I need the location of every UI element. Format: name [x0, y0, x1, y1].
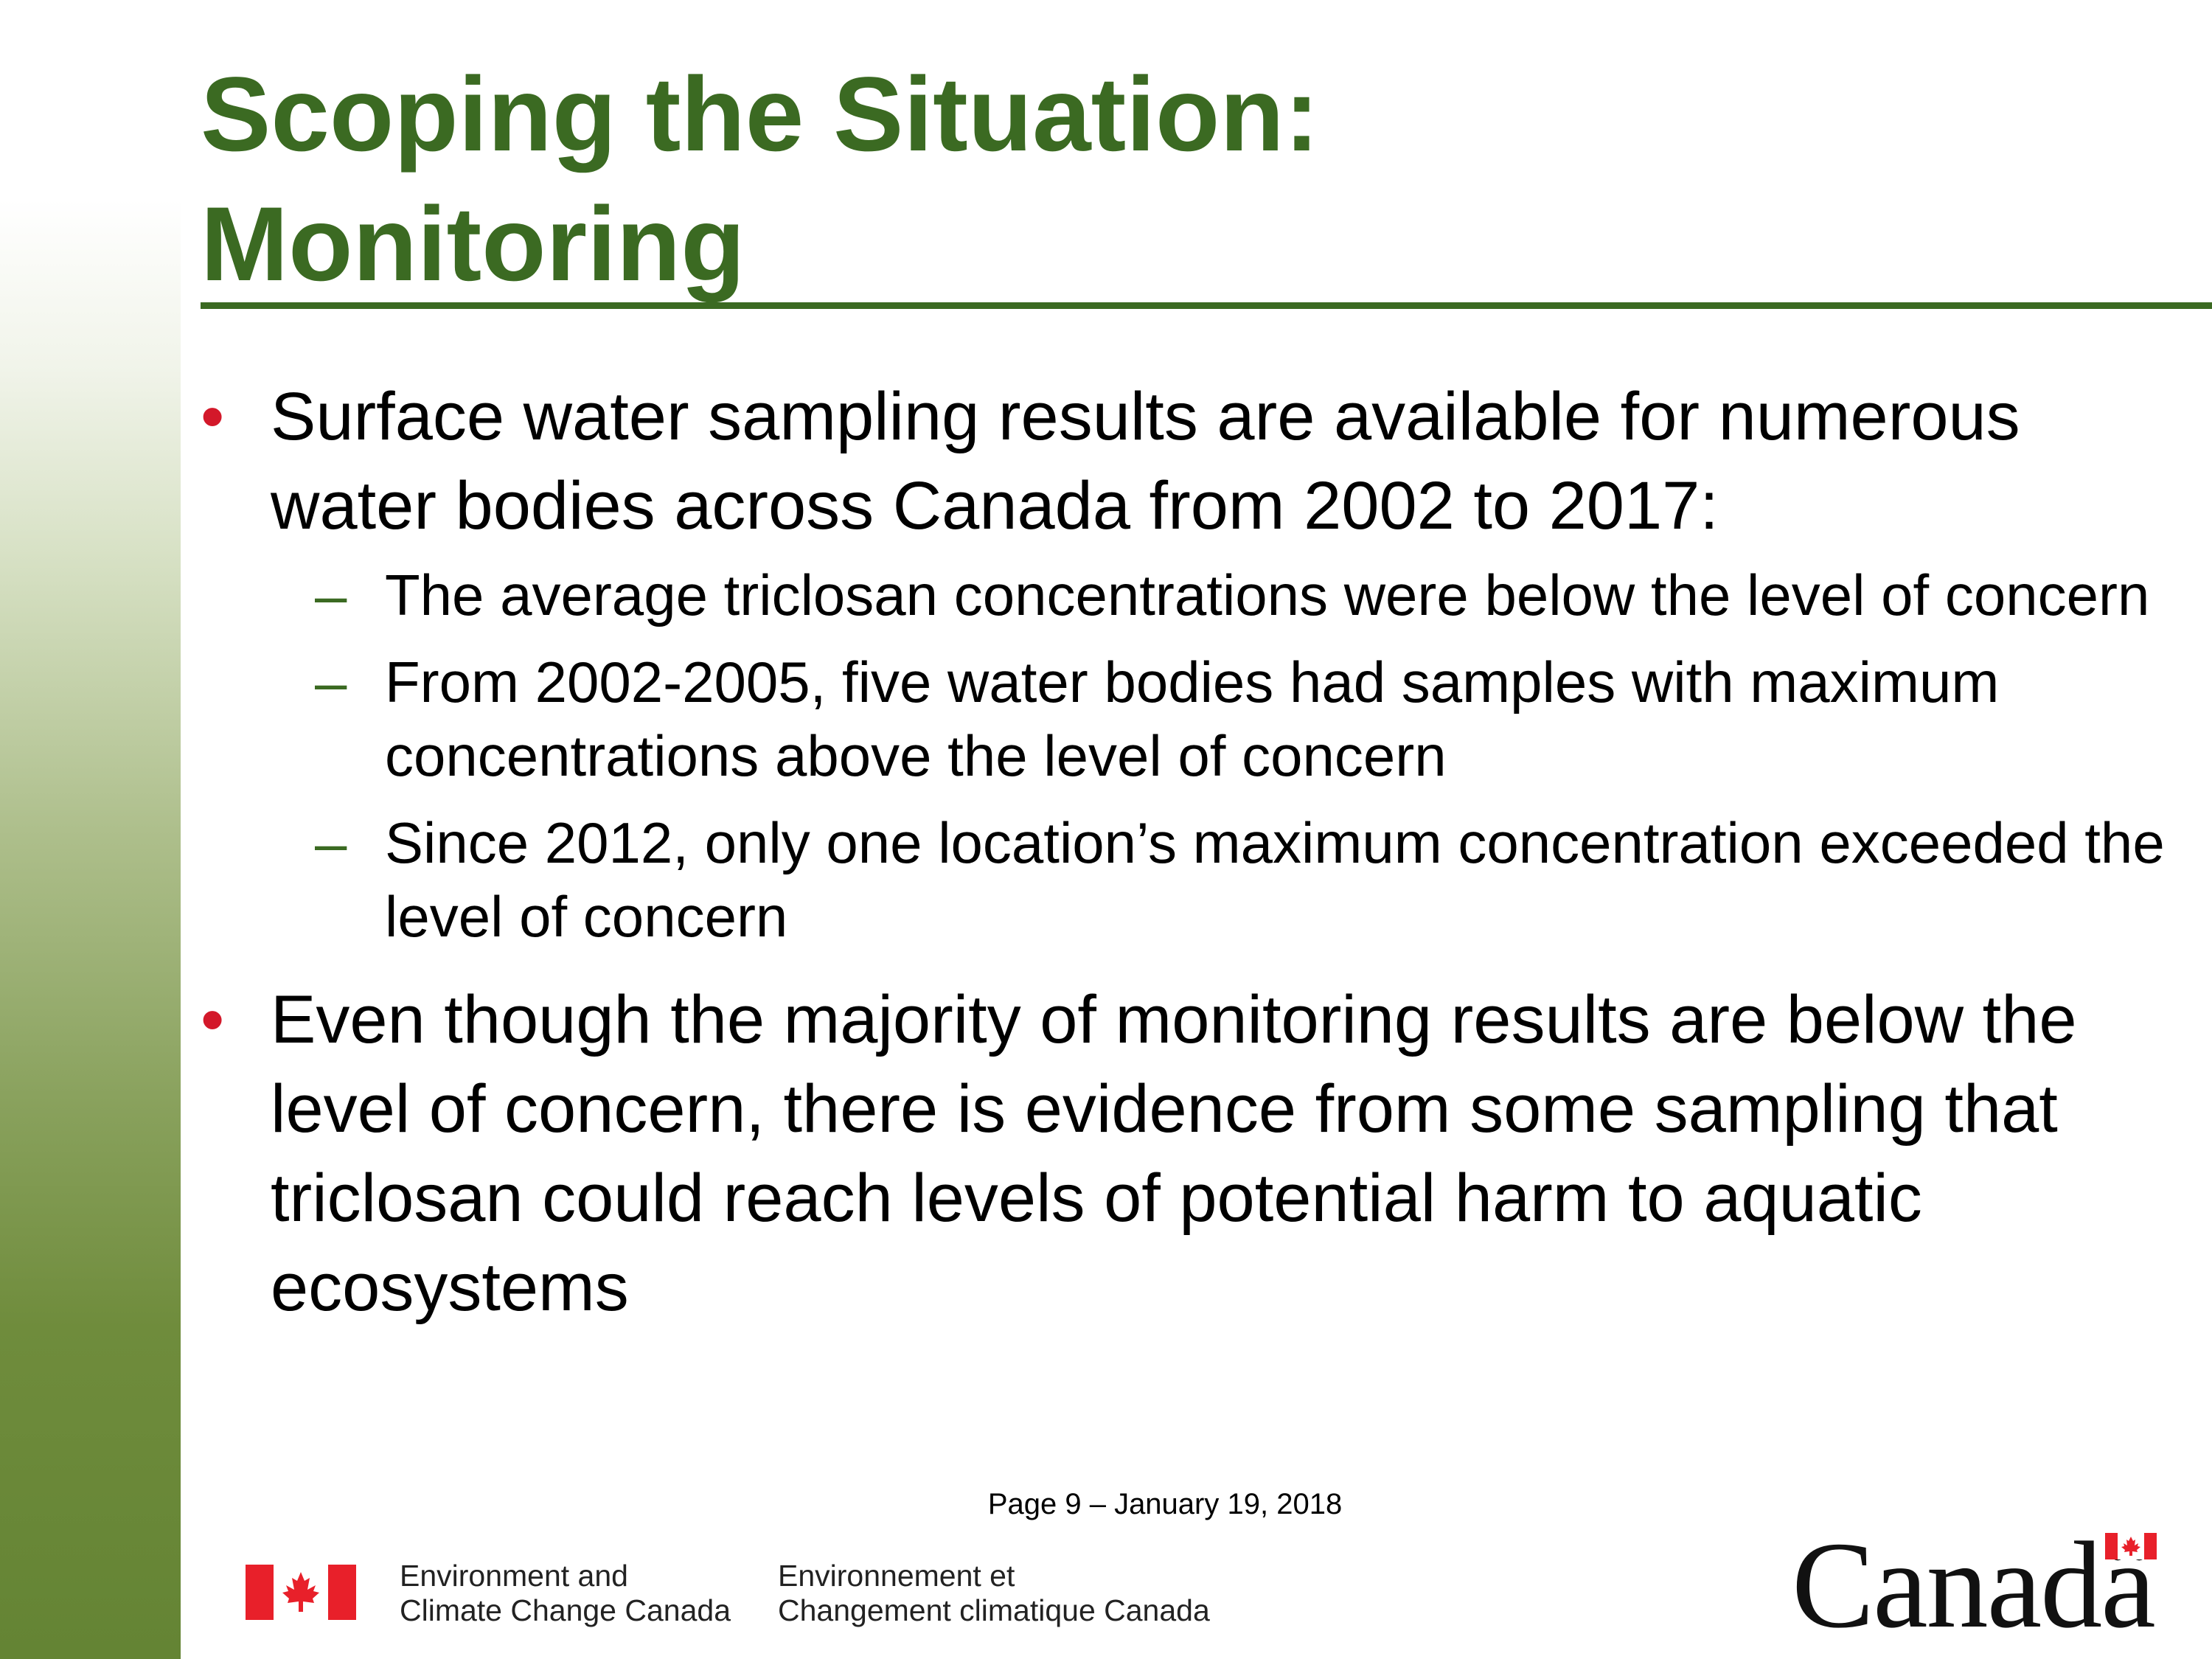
sub-bullet-text: The average triclosan concentrations wer…	[385, 563, 2150, 627]
org-fr-line-2: Changement climatique Canada	[778, 1593, 1210, 1627]
wordmark-text: Canadä	[1792, 1517, 2156, 1654]
sub-bullet-text: Since 2012, only one location’s maximum …	[385, 810, 2165, 949]
sub-bullet-item: – The average triclosan concentrations w…	[201, 558, 2191, 632]
page-footer-label: Page 9 – January 19, 2018	[987, 1488, 1343, 1520]
bullet-dot: •	[201, 982, 225, 1057]
sub-bullet-item: – Since 2012, only one location’s maximu…	[201, 806, 2191, 953]
bullet-dot: •	[201, 379, 225, 454]
canada-flag-icon	[246, 1565, 356, 1620]
side-gradient-band	[0, 0, 181, 1659]
bullet-item: • Surface water sampling results are ava…	[201, 372, 2191, 551]
bullet-text: Surface water sampling results are avail…	[271, 379, 2020, 543]
canada-wordmark-logo: Canadä	[1792, 1523, 2168, 1647]
title-line-1: Scoping the Situation:	[201, 56, 1320, 173]
bullet-text: Even though the majority of monitoring r…	[271, 982, 2077, 1325]
title-divider	[201, 302, 2212, 309]
org-en-line-2: Climate Change Canada	[400, 1593, 731, 1627]
sub-bullet-item: – From 2002-2005, five water bodies had …	[201, 645, 2191, 793]
sub-bullet-dash: –	[315, 810, 347, 875]
slide-body: • Surface water sampling results are ava…	[201, 372, 2191, 1332]
sub-bullet-list: – The average triclosan concentrations w…	[201, 558, 2191, 953]
sub-bullet-dash: –	[315, 650, 347, 714]
wordmark-flag-icon	[2105, 1533, 2157, 1559]
org-en-line-1: Environment and	[400, 1559, 628, 1593]
org-name-english: Environment and Climate Change Canada	[400, 1559, 731, 1628]
bullet-item: • Even though the majority of monitoring…	[201, 975, 2191, 1332]
org-fr-line-1: Environnement et	[778, 1559, 1015, 1593]
sub-bullet-dash: –	[315, 563, 347, 627]
title-line-2: Monitoring	[201, 186, 745, 303]
slide-title: Scoping the Situation: Monitoring	[201, 50, 1319, 310]
sub-bullet-text: From 2002-2005, five water bodies had sa…	[385, 650, 2000, 788]
org-name-french: Environnement et Changement climatique C…	[778, 1559, 1210, 1628]
